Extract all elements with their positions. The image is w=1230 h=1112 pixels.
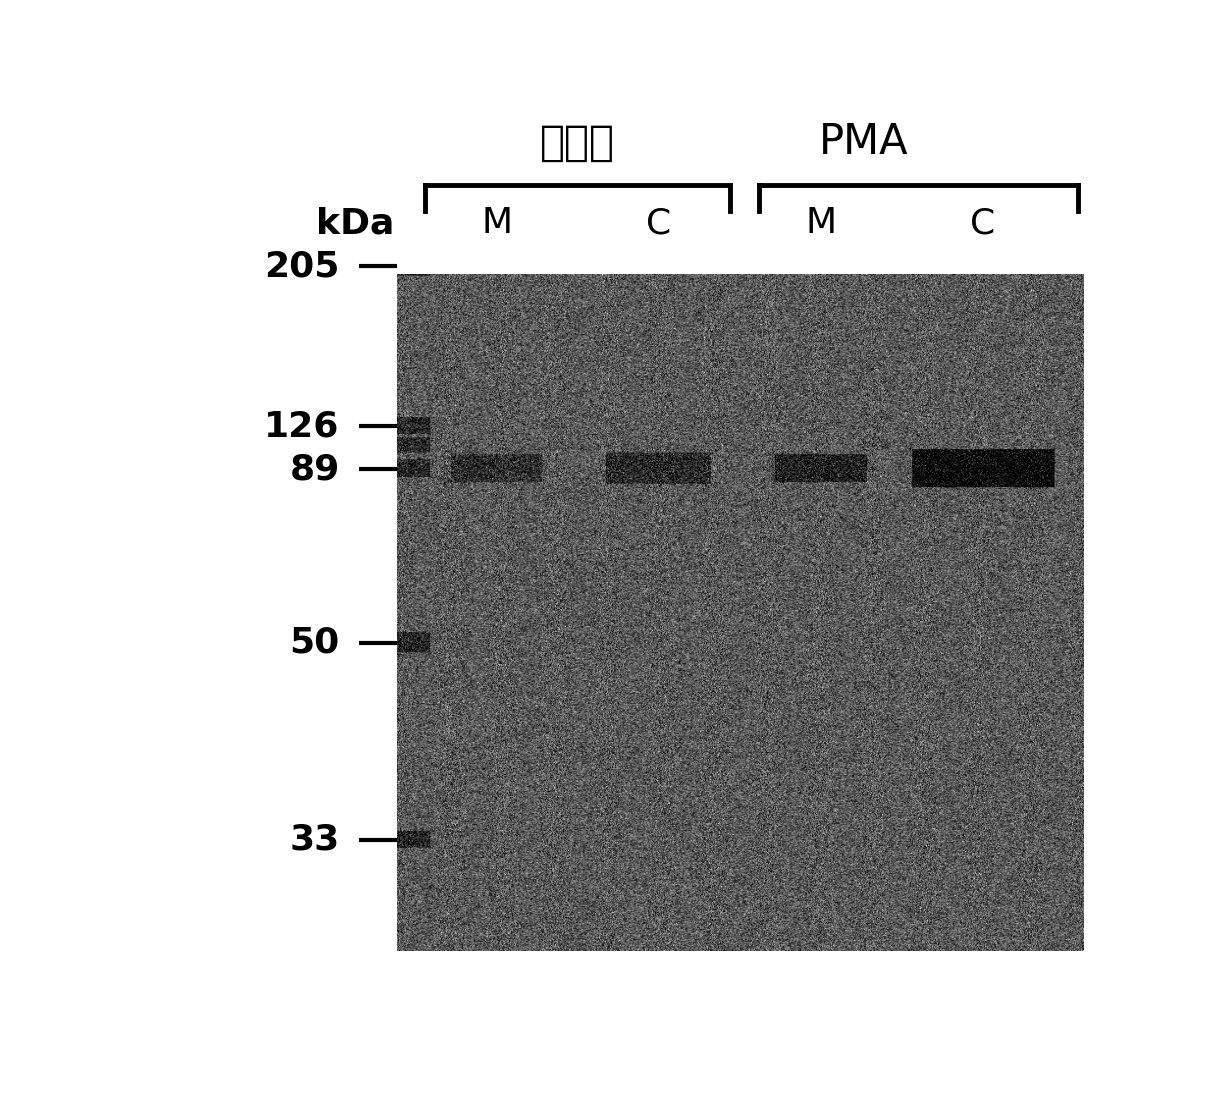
Text: PMA: PMA [819, 121, 909, 163]
Text: 33: 33 [289, 823, 339, 857]
Text: 50: 50 [289, 626, 339, 659]
Text: C: C [646, 207, 672, 240]
Text: M: M [481, 207, 513, 240]
Text: 205: 205 [264, 249, 339, 284]
Text: 126: 126 [264, 409, 339, 444]
Text: kDa: kDa [316, 207, 394, 240]
Text: C: C [970, 207, 996, 240]
Text: 89: 89 [289, 453, 339, 486]
Text: 培养基: 培养基 [540, 121, 615, 163]
Text: M: M [806, 207, 836, 240]
